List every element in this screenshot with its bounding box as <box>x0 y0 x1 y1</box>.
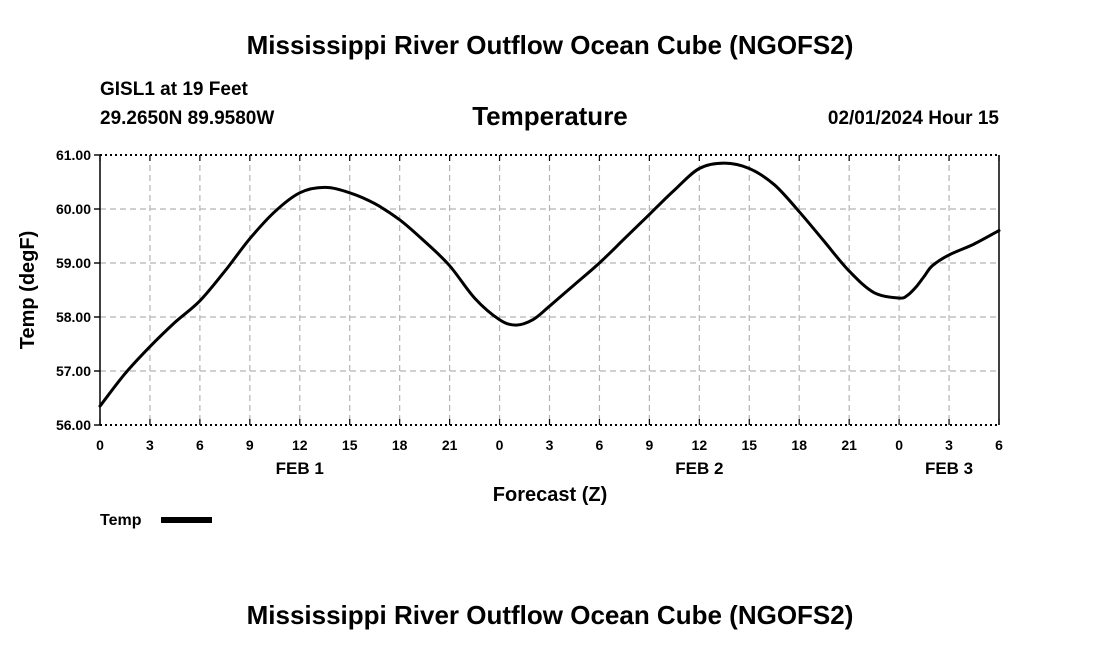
x-tick-label: 0 <box>496 437 504 453</box>
legend-label-temp: Temp <box>100 512 142 529</box>
y-axis-title: Temp (degF) <box>17 231 39 350</box>
x-tick-label: 6 <box>995 437 1003 453</box>
plot-frame <box>99 154 1000 426</box>
date-label: FEB 3 <box>925 459 973 478</box>
footer-title: Mississippi River Outflow Ocean Cube (NG… <box>247 600 854 630</box>
y-tick-label: 58.00 <box>56 309 91 325</box>
x-tick-label: 18 <box>392 437 408 453</box>
chart-main-title: Mississippi River Outflow Ocean Cube (NG… <box>247 30 854 60</box>
x-tick-label: 3 <box>146 437 154 453</box>
forecast-datetime: 02/01/2024 Hour 15 <box>828 108 1000 129</box>
x-tick-label: 15 <box>741 437 757 453</box>
date-labels: FEB 1 FEB 2 FEB 3 <box>276 459 973 478</box>
x-tick-label: 3 <box>945 437 953 453</box>
x-tick-label: 9 <box>246 437 254 453</box>
y-tick-label: 60.00 <box>56 201 91 217</box>
series-layer <box>98 161 1001 408</box>
legend: Temp <box>100 512 212 529</box>
x-tick-label: 21 <box>841 437 857 453</box>
x-tick-label: 6 <box>596 437 604 453</box>
station-coordinates: 29.2650N 89.9580W <box>100 108 274 129</box>
y-tick-label: 61.00 <box>56 147 91 163</box>
y-tick-label: 59.00 <box>56 255 91 271</box>
grid-lines <box>100 155 999 425</box>
x-tick-label: 15 <box>342 437 358 453</box>
x-tick-label: 0 <box>96 437 104 453</box>
series-line-temp <box>98 161 1001 408</box>
station-label: GISL1 at 19 Feet <box>100 79 249 100</box>
x-tick-label: 12 <box>292 437 308 453</box>
x-tick-label: 18 <box>791 437 807 453</box>
x-axis-title: Forecast (Z) <box>493 484 607 506</box>
date-label: FEB 2 <box>675 459 723 478</box>
y-axis-ticks: 56.00 57.00 58.00 59.00 60.00 61.00 <box>56 147 100 433</box>
x-tick-label: 12 <box>692 437 708 453</box>
date-label: FEB 1 <box>276 459 324 478</box>
x-tick-label: 6 <box>196 437 204 453</box>
chart-subtitle: Temperature <box>472 101 628 131</box>
y-tick-label: 57.00 <box>56 363 91 379</box>
x-tick-label: 21 <box>442 437 458 453</box>
x-tick-label: 3 <box>546 437 554 453</box>
x-tick-label: 9 <box>645 437 653 453</box>
x-tick-label: 0 <box>895 437 903 453</box>
y-tick-label: 56.00 <box>56 417 91 433</box>
x-axis-ticks: 0 3 6 9 12 15 18 21 0 3 6 9 12 15 18 21 0 3 6 <box>96 155 1003 453</box>
